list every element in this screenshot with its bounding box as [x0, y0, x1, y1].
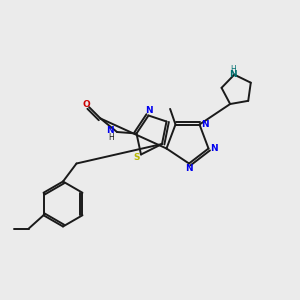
Text: N: N [145, 106, 152, 115]
Text: N: N [201, 120, 209, 129]
Text: H: H [230, 65, 236, 74]
Text: N: N [229, 70, 237, 79]
Text: N: N [106, 126, 113, 135]
Text: N: N [185, 164, 193, 173]
Text: N: N [210, 144, 218, 153]
Text: O: O [82, 100, 90, 109]
Text: H: H [108, 133, 114, 142]
Text: S: S [133, 153, 140, 162]
